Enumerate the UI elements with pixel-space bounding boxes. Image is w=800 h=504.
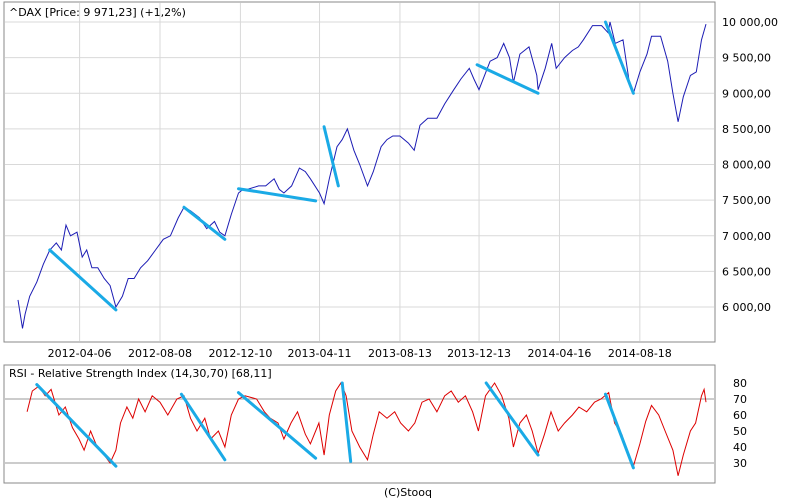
price-y-tick-label: 6 000,00	[722, 301, 771, 314]
date-x-tick-label: 2013-08-13	[368, 347, 432, 360]
rsi-y-tick-label: 50	[733, 425, 747, 438]
price-y-tick-label: 7 000,00	[722, 230, 771, 243]
rsi-trendlines	[35, 381, 635, 470]
price-y-tick-label: 9 500,00	[722, 52, 771, 65]
price-y-tick-label: 9 000,00	[722, 87, 771, 100]
copyright-footer: (C)Stooq	[384, 486, 432, 499]
price-y-tick-label: 6 500,00	[722, 265, 771, 278]
date-x-tick-label: 2014-08-18	[608, 347, 672, 360]
date-x-tick-label: 2012-04-06	[48, 347, 112, 360]
price-trendline	[182, 205, 227, 241]
date-x-axis: 2012-04-06 2012-08-08 2012-12-10 2013-04-11…	[48, 347, 672, 360]
date-x-tick-label: 2012-08-08	[128, 347, 192, 360]
rsi-series-line	[26, 381, 707, 476]
price-trendline	[48, 248, 118, 312]
price-trendline	[322, 125, 340, 188]
rsi-trendline	[340, 381, 353, 463]
rsi-trendline	[179, 392, 227, 462]
rsi-y-tick-label: 70	[733, 393, 747, 406]
date-x-tick-label: 2013-04-11	[288, 347, 352, 360]
price-panel: 6 000,00 6 500,00 7 000,00 7 500,00 8 000,00…	[3, 1, 778, 360]
rsi-y-tick-label: 40	[733, 441, 747, 454]
rsi-panel: 30 40 50 60 70 80 RSI - Relative Strength Ind…	[3, 364, 747, 484]
rsi-panel-frame	[3, 364, 716, 484]
price-y-axis: 6 000,00 6 500,00 7 000,00 7 500,00 8 000,00…	[722, 16, 778, 314]
rsi-reference-lines	[5, 398, 714, 464]
rsi-trendline	[603, 392, 635, 470]
price-y-tick-label: 7 500,00	[722, 194, 771, 207]
rsi-y-tick-label: 30	[733, 457, 747, 470]
date-x-tick-label: 2014-04-16	[527, 347, 591, 360]
date-x-tick-label: 2013-12-13	[447, 347, 511, 360]
rsi-y-axis: 30 40 50 60 70 80	[733, 377, 747, 470]
price-trendline	[236, 187, 318, 203]
price-series-line	[17, 21, 707, 329]
rsi-y-tick-label: 60	[733, 409, 747, 422]
price-y-tick-label: 10 000,00	[722, 16, 778, 29]
price-trendline	[475, 63, 540, 95]
rsi-trendline	[35, 383, 118, 468]
price-panel-frame	[3, 1, 716, 343]
rsi-trendline	[236, 391, 318, 460]
rsi-trendline	[484, 381, 540, 457]
price-chart-title: ^DAX [Price: 9 971,23] (+1,2%)	[9, 6, 186, 19]
date-x-tick-label: 2012-12-10	[208, 347, 272, 360]
price-y-tick-label: 8 000,00	[722, 159, 771, 172]
rsi-y-tick-label: 80	[733, 377, 747, 390]
price-y-tick-label: 8 500,00	[722, 123, 771, 136]
price-trendline	[603, 20, 635, 95]
price-trendlines	[48, 20, 635, 312]
rsi-chart-title: RSI - Relative Strength Index (14,30,70)…	[9, 367, 272, 380]
